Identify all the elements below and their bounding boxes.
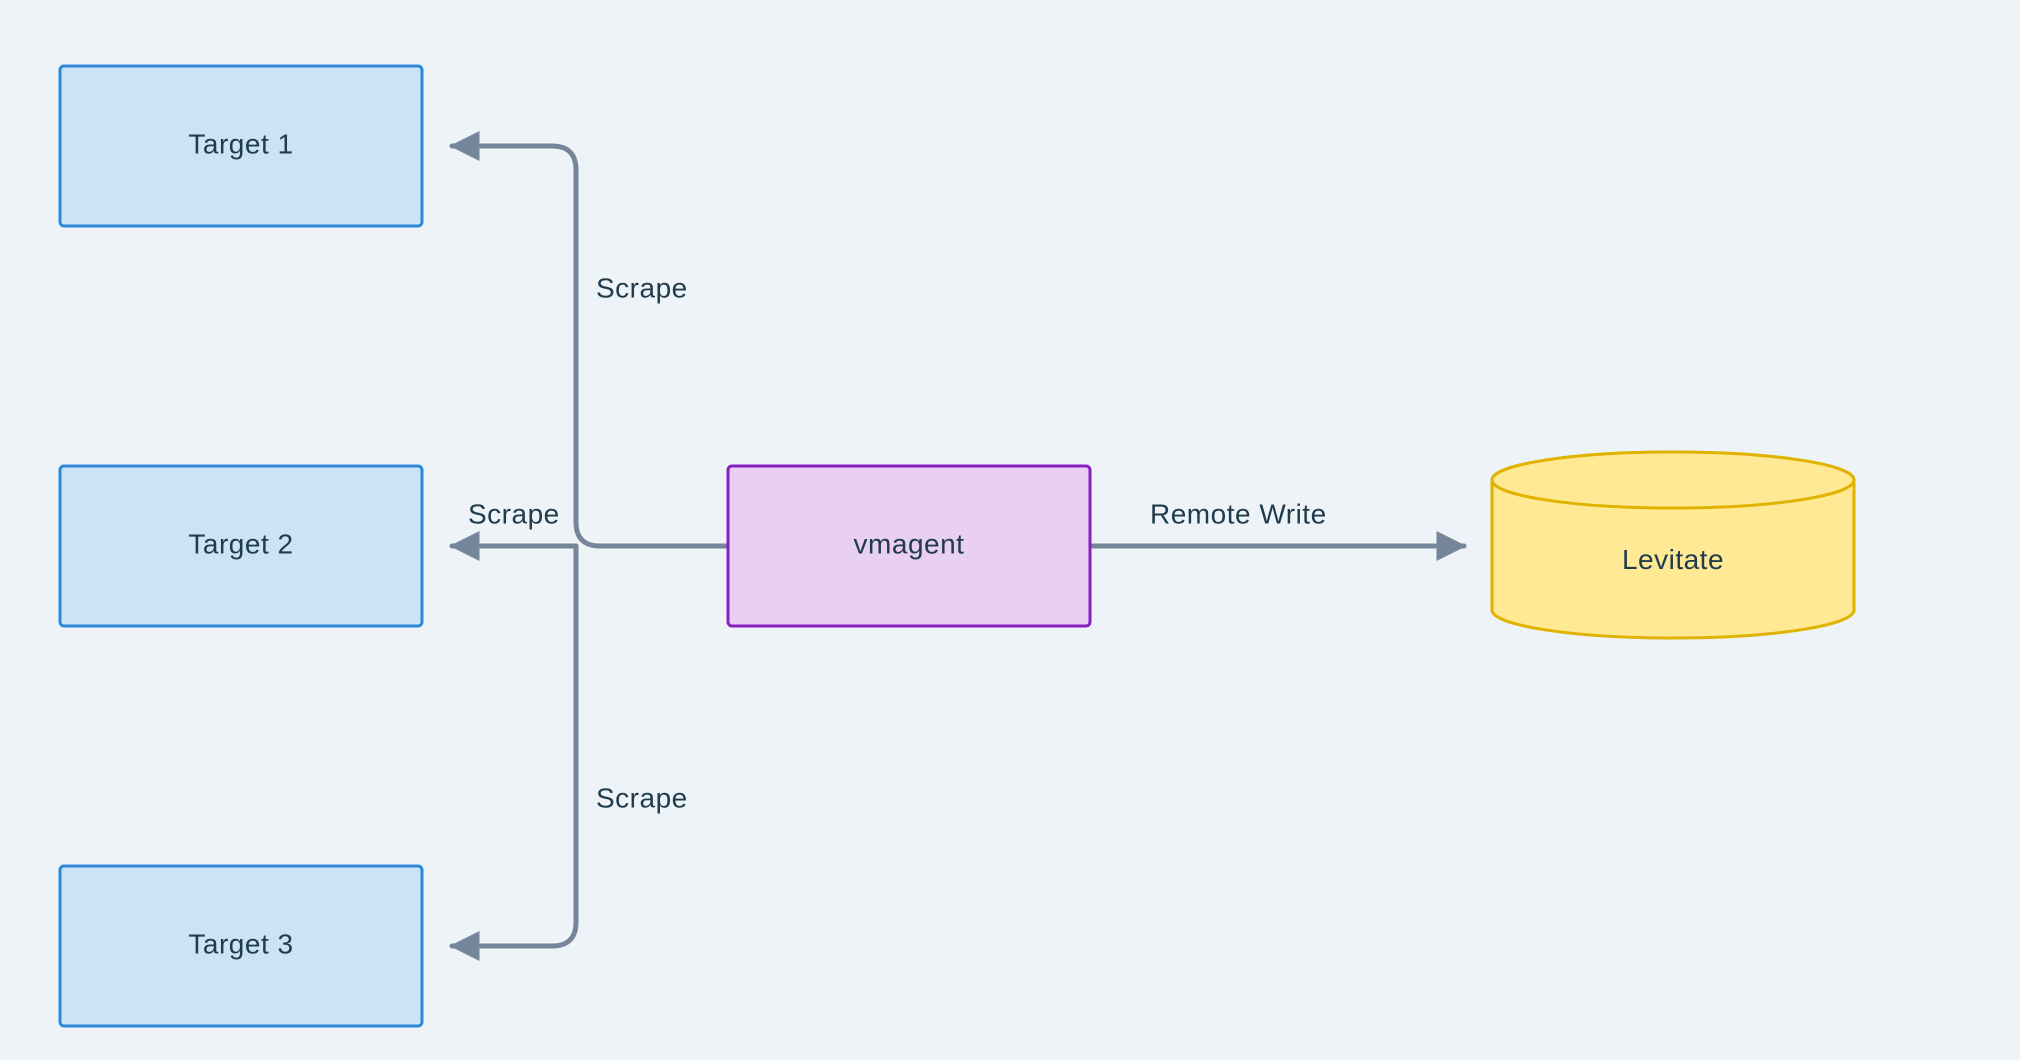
edge-label-scrape3: Scrape: [596, 782, 688, 813]
node-target1: Target 1: [60, 66, 422, 226]
diagram-svg: Target 1 Target 2 Target 3 vmagent Levitate S…: [0, 0, 2020, 1060]
node-levitate: Levitate: [1492, 452, 1854, 638]
diagram-canvas: Target 1 Target 2 Target 3 vmagent Levitate S…: [0, 0, 2020, 1060]
node-target3: Target 3: [60, 866, 422, 1026]
node-target2: Target 2: [60, 466, 422, 626]
edge-label-scrape1: Scrape: [596, 272, 688, 303]
node-label-target1: Target 1: [188, 128, 293, 159]
node-label-target2: Target 2: [188, 528, 293, 559]
node-vmagent: vmagent: [728, 466, 1090, 626]
edge-label-scrape2: Scrape: [468, 498, 560, 529]
node-label-levitate: Levitate: [1622, 544, 1724, 575]
edge-label-remotewrite: Remote Write: [1150, 498, 1327, 529]
node-label-target3: Target 3: [188, 928, 293, 959]
node-label-vmagent: vmagent: [854, 528, 965, 559]
